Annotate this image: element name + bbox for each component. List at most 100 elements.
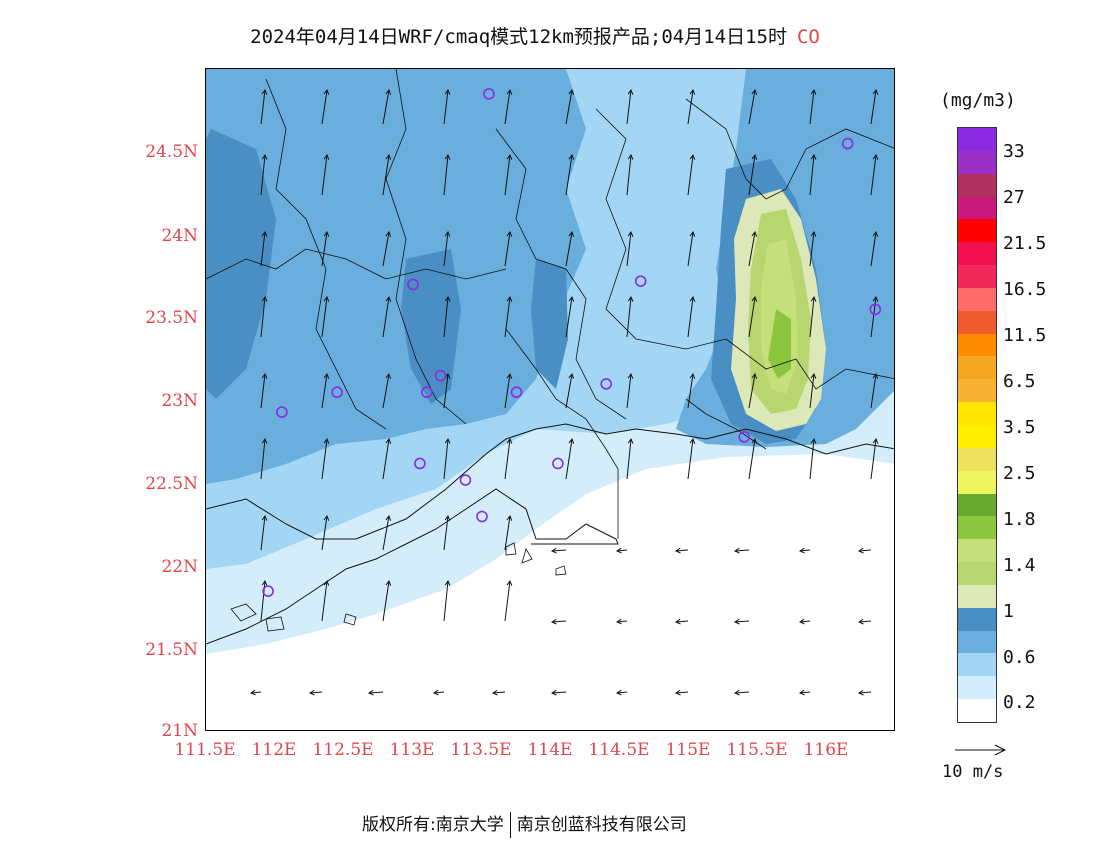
wind-arrow-head (550, 547, 557, 554)
colorbar-label-2.5: 2.5 (1003, 463, 1036, 484)
wind-arrow-head (261, 514, 268, 521)
wind-arrow (565, 438, 573, 480)
wind-arrow-head (872, 230, 879, 237)
wind-arrow (687, 154, 694, 196)
wind-arrow (809, 231, 815, 267)
wind-arrow-head (689, 437, 696, 444)
wind-arrow-head (689, 230, 696, 237)
colorbar-swatch (958, 173, 996, 197)
lat-label-23: 23N (161, 391, 198, 411)
wind-arrow (799, 549, 811, 552)
colorbar-swatch (958, 516, 996, 540)
station-marker[interactable] (634, 275, 647, 287)
colorbar-label-1: 1 (1003, 601, 1014, 622)
wind-arrow (260, 373, 266, 409)
wind-arrow-head (810, 153, 817, 160)
lon-label-115.5: 115.5E (726, 740, 788, 760)
wind-arrow-head (323, 437, 330, 444)
wind-arrow (382, 515, 390, 551)
wind-arrow (504, 515, 511, 551)
wind-arrow-head (323, 295, 330, 302)
wind-arrow (687, 296, 694, 338)
wind-arrow (382, 296, 390, 338)
wind-arrow (565, 296, 573, 338)
station-marker[interactable] (476, 510, 488, 523)
station-marker[interactable] (434, 369, 447, 382)
wind-arrow (443, 373, 449, 409)
wind-arrow-head (385, 437, 392, 444)
station-marker[interactable] (459, 474, 472, 486)
wind-arrow (382, 154, 390, 196)
lat-label-21: 21N (161, 721, 198, 741)
station-marker[interactable] (276, 406, 288, 418)
wind-arrow-head (491, 689, 498, 696)
wind-arrow-head (733, 547, 740, 554)
station-marker[interactable] (262, 585, 274, 597)
station-marker[interactable] (869, 303, 882, 316)
station-marker[interactable] (331, 386, 343, 399)
wind-arrow-head (568, 437, 575, 444)
wind-arrow-head (444, 437, 451, 444)
wind-arrow-head (444, 295, 451, 302)
station-marker[interactable] (421, 386, 433, 399)
wind-arrow (321, 89, 328, 125)
colorbar-swatch (958, 333, 996, 357)
wind-arrow-head (810, 88, 817, 95)
wind-arrow (616, 549, 628, 552)
wind-arrow-head (627, 372, 634, 379)
boundary-6 (725, 338, 894, 390)
reference-arrow-icon (955, 744, 1007, 756)
wind-arrow-head (615, 547, 622, 554)
wind-arrow (309, 691, 323, 694)
wind-arrow-head (568, 153, 575, 160)
station-marker[interactable] (483, 88, 495, 100)
wind-arrow (626, 89, 632, 125)
colorbar-label-0.2: 0.2 (1003, 692, 1036, 713)
wind-arrow (626, 438, 632, 480)
title-species: CO (796, 26, 820, 48)
station-marker[interactable] (510, 386, 523, 399)
station-marker[interactable] (738, 431, 751, 443)
station-marker[interactable] (407, 278, 419, 291)
wind-arrow-head (872, 153, 879, 160)
wind-arrow-head (261, 153, 268, 160)
station-marker[interactable] (600, 378, 613, 390)
lat-label-23.5: 23.5N (145, 308, 198, 328)
wind-arrow (321, 231, 328, 267)
wind-arrow (321, 515, 328, 551)
boundary-1 (265, 78, 387, 430)
wind-arrow (565, 89, 573, 125)
wind-arrow (748, 438, 756, 480)
lon-label-113: 113E (389, 740, 435, 760)
wind-arrow (260, 89, 266, 125)
wind-arrow (321, 438, 328, 480)
wind-arrow-head (506, 437, 513, 444)
lon-label-111.5: 111.5E (174, 740, 236, 760)
station-marker[interactable] (414, 457, 426, 470)
wind-arrow (443, 580, 449, 622)
wind-arrow (626, 231, 632, 267)
map-panel[interactable] (205, 68, 895, 731)
footer-separator (509, 812, 511, 838)
lat-label-22.5: 22.5N (145, 474, 198, 494)
wind-arrow-head (323, 514, 330, 521)
station-marker[interactable] (841, 137, 854, 150)
wind-arrow (675, 620, 689, 623)
wind-arrow-head (627, 437, 634, 444)
wind-arrow (551, 620, 567, 623)
colorbar-label-1.4: 1.4 (1003, 555, 1036, 576)
wind-arrow-head (857, 689, 864, 696)
wind-arrow-head (432, 689, 439, 696)
wind-arrow-head (689, 153, 696, 160)
wind-arrow (870, 373, 877, 409)
wind-arrow-head (872, 437, 879, 444)
wind-arrow-head (810, 372, 817, 379)
wind-arrow-head (798, 547, 805, 554)
wind-arrow (799, 620, 811, 623)
lon-label-114: 114E (527, 740, 573, 760)
station-marker[interactable] (552, 457, 564, 470)
title-main: 2024年04月14日WRF/cmaq模式12km预报产品;04月14日15时 (250, 26, 787, 48)
wind-arrow (443, 296, 449, 338)
wind-arrow-head (674, 689, 681, 696)
wind-arrow (734, 691, 750, 694)
